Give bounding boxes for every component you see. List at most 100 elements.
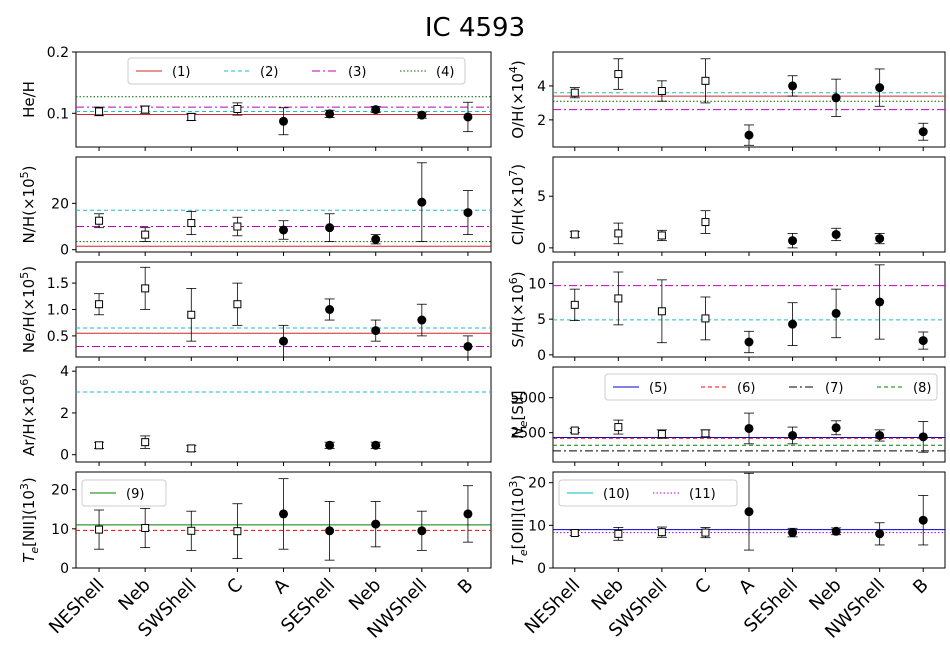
panel-he: 0.1 0.2 He/H (1) (2) (3) (4) — [20, 45, 492, 151]
data-point-NEShell — [570, 426, 579, 435]
legend-label-l3: (3) — [348, 65, 366, 80]
panels-group: 0.10.2He/H(1) (2) (3) (4)24O/H(×104)020N/H(… — [18, 45, 946, 643]
legend-label-l10: (10) — [603, 487, 630, 502]
y-axis-label: He/H — [20, 81, 38, 118]
legend-label-l7: (7) — [825, 381, 843, 396]
data-point-Neb — [371, 326, 381, 336]
data-point-C — [233, 222, 242, 231]
y-axis-label: Te[OIII](103) — [507, 475, 530, 566]
legend-box — [558, 479, 738, 507]
data-point-Neb — [371, 440, 381, 450]
data-point-SWShell — [187, 112, 196, 121]
data-point-NEShell — [95, 300, 104, 309]
y-tick-label: 4 — [537, 79, 546, 95]
y-axis-label: Ne/H(×105) — [18, 266, 38, 353]
y-tick-label: 2500 — [510, 426, 546, 442]
data-point-NWShell — [875, 430, 885, 440]
y-axis-label: O/H(×104) — [507, 60, 527, 139]
data-point-C — [701, 314, 710, 323]
y-axis-label: Ne[SII] — [509, 390, 530, 438]
y-tick-label: 10 — [528, 276, 546, 292]
data-point-C — [701, 528, 710, 537]
axes-frame — [552, 156, 946, 253]
figure-title: IC 4593 — [425, 13, 525, 43]
legend-box — [81, 479, 167, 507]
legend-label-l2: (2) — [260, 65, 278, 80]
data-point-SEShell — [788, 430, 798, 440]
data-point-NWShell — [875, 83, 885, 93]
data-point-C — [233, 105, 242, 113]
data-point-A — [279, 116, 288, 126]
legend-label-l8: (8) — [913, 381, 931, 396]
y-tick-label: 0 — [537, 561, 546, 577]
data-point-NEShell — [95, 107, 104, 116]
data-point-NEShell — [95, 525, 104, 534]
legend-box — [127, 57, 466, 85]
y-tick-label: 0 — [537, 241, 546, 257]
data-point-SWShell — [657, 307, 666, 316]
y-tick-label: 0.1 — [47, 106, 69, 122]
data-point-Neb — [831, 229, 841, 239]
data-point-NEShell — [95, 441, 104, 450]
data-point-NWShell — [417, 197, 427, 207]
data-point-Neb — [614, 529, 623, 538]
data-point-A — [279, 225, 288, 235]
data-point-SWShell — [187, 526, 196, 535]
data-point-SWShell — [657, 528, 666, 537]
y-tick-label: 0 — [60, 561, 69, 577]
x-tick-label: B — [454, 575, 478, 599]
y-tick-label: 5000 — [510, 391, 546, 407]
data-point-A — [744, 130, 754, 140]
data-point-SWShell — [657, 430, 666, 439]
data-point-NEShell — [570, 88, 579, 97]
y-tick-label: 5 — [537, 189, 546, 205]
data-point-Neb — [831, 526, 841, 536]
x-tick-label: C — [691, 575, 715, 599]
legend-label-l1: (1) — [172, 65, 190, 80]
data-point-B — [918, 515, 928, 525]
legend-label-l5: (5) — [649, 381, 667, 396]
legend-label-l4: (4) — [436, 65, 454, 80]
y-tick-label: 2 — [60, 406, 69, 422]
y-tick-label: 20 — [51, 196, 69, 212]
data-point-SEShell — [788, 236, 798, 246]
data-point-SEShell — [325, 440, 335, 450]
data-point-A — [744, 423, 754, 433]
data-point-Neb — [371, 519, 381, 529]
x-tick-label: C — [223, 575, 247, 599]
y-tick-label: 10 — [51, 522, 69, 538]
data-point-B — [918, 336, 928, 346]
data-point-NEShell — [95, 216, 104, 225]
data-point-C — [701, 429, 710, 438]
x-tick-label: Neb — [114, 575, 154, 615]
x-tick-label: A — [735, 574, 759, 598]
axes-frame — [75, 366, 492, 463]
data-point-Neb — [141, 438, 150, 447]
data-point-NWShell — [417, 110, 427, 120]
data-point-B — [463, 112, 473, 122]
legend-label-l11: (11) — [689, 487, 716, 502]
data-point-Neb — [614, 229, 623, 238]
x-tick-label: NEShell — [45, 575, 108, 638]
data-point-NWShell — [417, 526, 427, 536]
data-point-NEShell — [570, 230, 579, 239]
panel-ne: 0.5 1.0 1.5 Ne/H(×105) — [18, 261, 492, 361]
panel-o: 2 4 O/H(×104) — [507, 51, 946, 151]
data-point-NWShell — [417, 315, 427, 325]
data-point-NEShell — [570, 529, 579, 538]
data-point-C — [233, 527, 242, 536]
data-point-Neb — [831, 308, 841, 318]
data-point-B — [918, 432, 928, 442]
data-point-NWShell — [875, 234, 885, 244]
data-point-SWShell — [657, 231, 666, 240]
data-point-Neb — [614, 70, 623, 79]
data-point-B — [463, 341, 473, 351]
data-point-SEShell — [325, 305, 335, 314]
legend-label-l6: (6) — [737, 381, 755, 396]
data-point-A — [744, 507, 754, 517]
data-point-A — [279, 336, 288, 346]
data-point-C — [701, 76, 710, 85]
